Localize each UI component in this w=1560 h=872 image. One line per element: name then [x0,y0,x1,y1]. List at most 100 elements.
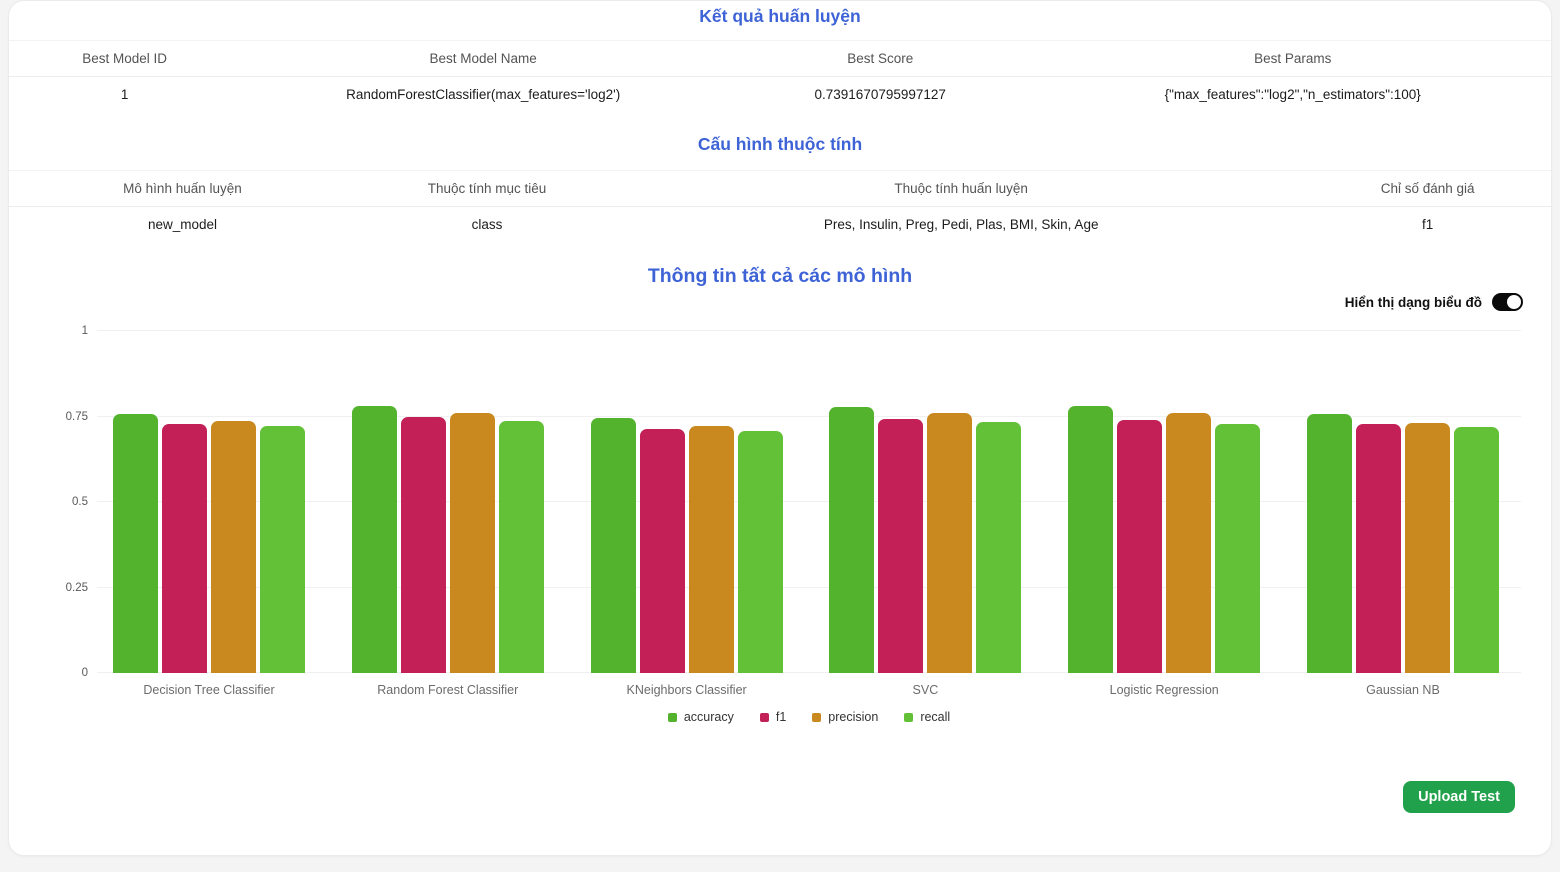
chart-columns: Decision Tree Classifier Random Forest Cl… [97,331,1521,697]
x-axis-category-label: Random Forest Classifier [377,683,519,697]
bar-accuracy[interactable] [351,406,397,673]
x-axis-category-label: SVC [912,683,939,697]
legend-color-chip [759,712,769,722]
bar-accuracy[interactable] [829,406,875,673]
table-cell-best-score: 0.7391670795997127 [814,87,946,102]
bar-precision[interactable] [449,412,495,673]
table-header-cell: Best Params [1034,40,1551,77]
chart-group: Decision Tree Classifier [113,331,305,697]
legend-color-chip [904,712,914,722]
bar-precision[interactable] [927,413,973,673]
y-axis-tick-label: 1 [81,325,88,337]
bar-f1[interactable] [639,428,685,673]
x-axis-category-label: Gaussian NB [1366,683,1440,697]
section-title-training-results: Kết quả huấn luyện [699,6,861,26]
gridline [97,415,1521,417]
bar-recall[interactable] [737,431,783,673]
gridline [97,586,1521,588]
attribute-config-table: Mô hình huấn luyện Thuộc tính mục tiêu T… [9,170,1551,242]
bar-accuracy[interactable] [1306,413,1352,673]
bar-precision[interactable] [211,420,256,673]
gridline [97,330,1521,331]
y-axis-tick-label: 0 [81,667,88,679]
legend-item-precision[interactable]: precision [812,710,878,724]
bar-group [113,331,305,673]
table-cell-target-attribute: class [471,217,503,232]
table-header-cell: Mô hình huấn luyện [9,170,356,207]
chart-toggle-label: Hiển thị dạng biểu đồ [1344,294,1482,310]
section-title-all-models: Thông tin tất cả các mô hình [647,265,913,287]
bar-precision[interactable] [1166,413,1212,673]
bar-recall[interactable] [1215,424,1261,673]
bar-f1[interactable] [878,419,924,673]
bar-recall[interactable] [260,426,305,673]
bar-group [1306,331,1499,673]
chart-group: KNeighbors Classifier [590,331,783,697]
table-cell-best-model-id: 1 [120,87,129,102]
bar-f1[interactable] [1117,419,1163,673]
chart-group: Random Forest Classifier [351,331,544,697]
gridline [97,501,1521,502]
legend-item-accuracy[interactable]: accuracy [667,710,734,724]
table-header-cell: Best Model Name [240,40,727,77]
legend-item-f1[interactable]: f1 [759,710,787,724]
bar-precision[interactable] [688,426,734,673]
table-header-cell: Best Score [726,40,1035,77]
y-axis-tick-label: 0.25 [65,581,88,594]
y-axis-tick-label: 0.75 [65,410,88,423]
table-cell-training-attributes: Pres, Insulin, Preg, Pedi, Plas, BMI, Sk… [823,217,1099,232]
attribute-config-row: new_model class Pres, Insulin, Preg, Ped… [9,207,1551,243]
bar-recall[interactable] [1453,427,1499,673]
chart-grid-layer: 0 0.25 0.5 0.75 1 [66,325,1521,679]
chart-toggle-row: Hiển thị dạng biểu đồ [9,292,1523,312]
chart-group: Gaussian NB [1306,331,1499,697]
upload-test-button[interactable]: Upload Test [1403,781,1515,813]
section-title-attribute-config: Cấu hình thuộc tính [697,134,863,154]
table-cell-best-params: {"max_features":"log2","n_estimators":10… [1164,87,1421,102]
bar-group [590,331,783,673]
bar-recall[interactable] [498,421,544,673]
bar-group [1068,331,1261,673]
bar-precision[interactable] [1404,423,1450,673]
chart-group: Logistic Regression [1068,331,1261,697]
chart-legend: accuracy f1 precision recall [97,710,1521,724]
table-header-cell: Best Model ID [9,40,241,77]
legend-label: f1 [775,710,787,724]
best-model-table-row: 1 RandomForestClassifier(max_features='l… [9,77,1551,113]
table-header-cell: Thuộc tính huấn luyện [618,170,1305,207]
footer-row: Upload Test [9,781,1515,813]
chart-display-toggle[interactable] [1492,293,1523,311]
models-bar-chart: 0 0.25 0.5 0.75 1 Decision Tree Classifier Ra… [66,325,1521,724]
gridline [97,672,1521,673]
legend-item-recall[interactable]: recall [904,710,950,724]
bar-group [829,331,1022,673]
legend-label: precision [828,710,879,724]
legend-label: recall [920,710,951,724]
bar-accuracy[interactable] [590,417,636,673]
bar-group [351,331,544,673]
best-model-table-header-row: Best Model ID Best Model Name Best Score… [9,40,1551,77]
bar-f1[interactable] [400,417,446,673]
x-axis-category-label: Decision Tree Classifier [143,683,275,697]
table-header-cell: Chỉ số đánh giá [1304,170,1551,207]
attribute-config-header-row: Mô hình huấn luyện Thuộc tính mục tiêu T… [9,170,1551,207]
x-axis-category-label: KNeighbors Classifier [626,683,747,697]
bar-accuracy[interactable] [1068,405,1114,673]
legend-color-chip [667,712,677,722]
table-cell-metric: f1 [1421,217,1434,232]
bar-recall[interactable] [976,421,1022,673]
table-cell-best-model-name: RandomForestClassifier(max_features='log… [346,87,621,102]
x-axis-category-label: Logistic Regression [1109,683,1219,697]
y-axis-tick-label: 0.5 [72,496,88,508]
chart-group: SVC [829,331,1022,697]
table-cell-model-name: new_model [147,217,217,232]
legend-color-chip [812,712,822,722]
best-model-table: Best Model ID Best Model Name Best Score… [9,40,1551,112]
bar-f1[interactable] [162,424,207,673]
bar-accuracy[interactable] [113,414,158,673]
results-card: Kết quả huấn luyện Best Model ID Best Mo… [8,0,1552,856]
legend-label: accuracy [683,710,734,724]
bar-f1[interactable] [1355,424,1401,673]
toggle-knob [1507,295,1521,309]
